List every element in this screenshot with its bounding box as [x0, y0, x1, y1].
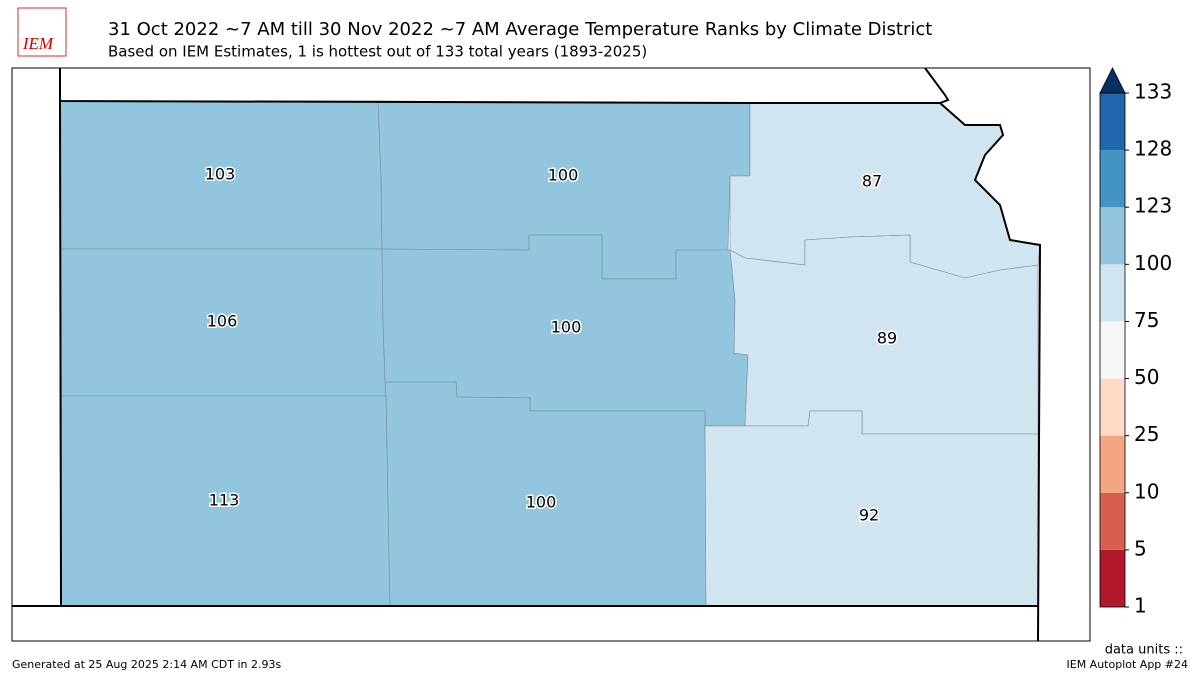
district-label: 106: [207, 312, 238, 331]
logo-outline: [17, 7, 67, 57]
title: 31 Oct 2022 ~7 AM till 30 Nov 2022 ~7 AM…: [108, 19, 932, 40]
colorbar-tick-label: 128: [1134, 137, 1172, 161]
colorbar-tick-label: 75: [1134, 308, 1159, 332]
district-label: 87: [862, 172, 882, 191]
colorbar-bin: [1100, 549, 1125, 607]
colorbar-outline: [1099, 92, 1126, 608]
logo: IEM: [22, 34, 54, 53]
state-border: [12, 67, 1042, 642]
colorbar-bin: [1100, 435, 1125, 493]
colorbar-bin: [1100, 492, 1125, 550]
district-label: 89: [877, 329, 897, 348]
colorbar-tick-label: 100: [1134, 251, 1172, 275]
district-label: 100: [551, 318, 582, 337]
district-label: 103: [205, 165, 236, 184]
district-label: 100: [548, 166, 579, 185]
climate-district: [384, 381, 707, 607]
colorbar-bin: [1100, 264, 1125, 322]
colorbar-bin: [1100, 321, 1125, 379]
colorbar-bin: [1100, 93, 1125, 151]
colorbar-bin: [1100, 378, 1125, 436]
district-label: 100: [526, 493, 557, 512]
district-label: 92: [859, 506, 879, 525]
footer-right: IEM Autoplot App #24: [1067, 658, 1189, 671]
colorbar-tick-label: 50: [1134, 365, 1159, 389]
colorbar-tick-label: 133: [1134, 80, 1172, 104]
district-label: 113: [209, 491, 240, 510]
units-label: data units ::: [1105, 643, 1183, 658]
colorbar-tick-label: 25: [1134, 422, 1159, 446]
colorbar-bin: [1100, 150, 1125, 208]
colorbar-tick-label: 1: [1134, 594, 1147, 618]
colorbar-tick-label: 10: [1134, 479, 1159, 503]
climate-district: [729, 234, 1039, 435]
footer-left: Generated at 25 Aug 2025 2:14 AM CDT in …: [12, 658, 281, 671]
colorbar-bin: [1100, 207, 1125, 265]
colorbar-extend: [1099, 67, 1126, 94]
colorbar-tick-label: 5: [1134, 536, 1147, 560]
colorbar-tick-label: 123: [1134, 194, 1172, 218]
subtitle: Based on IEM Estimates, 1 is hottest out…: [108, 43, 647, 61]
